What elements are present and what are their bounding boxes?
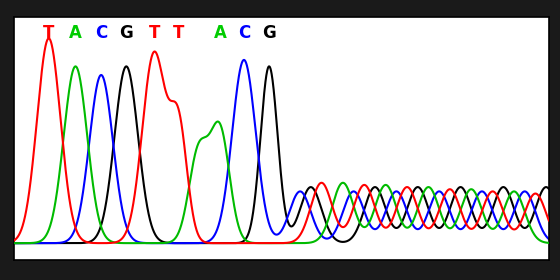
Text: G: G xyxy=(262,24,276,42)
Text: C: C xyxy=(95,24,108,42)
Text: A: A xyxy=(213,24,226,42)
Text: C: C xyxy=(238,24,250,42)
Text: A: A xyxy=(69,24,82,42)
Text: G: G xyxy=(119,24,133,42)
Text: T: T xyxy=(43,24,54,42)
Text: T: T xyxy=(148,24,160,42)
Text: T: T xyxy=(173,24,184,42)
